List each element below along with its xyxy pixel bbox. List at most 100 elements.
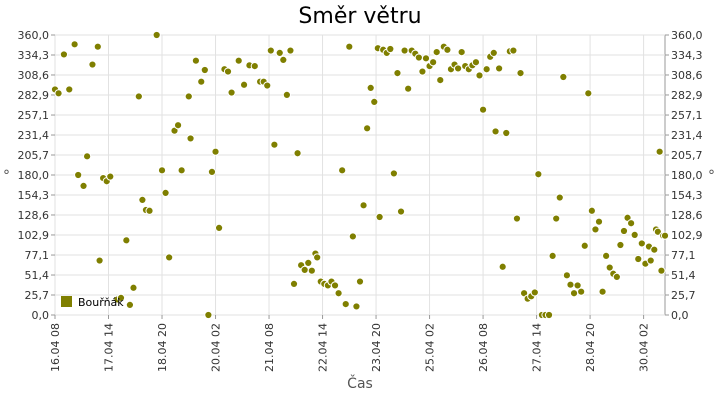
data-point [286, 46, 295, 55]
data-point [300, 265, 309, 274]
data-point [584, 89, 593, 98]
data-point [161, 188, 170, 197]
data-point [129, 283, 138, 292]
legend-label: Bouřňák [78, 296, 124, 309]
data-point [386, 44, 395, 54]
data-point [453, 64, 463, 73]
data-point [471, 58, 481, 67]
data-point [214, 223, 224, 232]
data-point [200, 65, 209, 75]
data-point [88, 60, 97, 69]
data-point [429, 58, 438, 67]
y-tick-label: 360,0 [18, 29, 50, 42]
data-point [330, 281, 340, 290]
data-point [191, 56, 201, 65]
data-point [204, 310, 213, 320]
data-point [116, 293, 126, 302]
data-point [491, 127, 500, 136]
data-point [304, 258, 313, 267]
data-point [106, 172, 115, 181]
data-point [83, 152, 92, 161]
data-point [293, 149, 302, 158]
data-point [186, 134, 195, 143]
data-point [307, 266, 316, 275]
data-point [279, 55, 288, 64]
data-point [660, 231, 670, 240]
y-axis-left: 0,0 25,7 51,4 77,1 102,9 128,6 154,3 180,0 205,7… [18, 29, 55, 322]
x-tick-label: 28.04 20 [584, 323, 597, 372]
data-point [348, 232, 357, 241]
data-point [289, 279, 299, 288]
data-point [345, 42, 354, 51]
data-point [495, 64, 504, 73]
data-point [516, 69, 525, 78]
data-point [366, 83, 375, 92]
y-tick-label: 102,9 [18, 229, 50, 242]
data-point [432, 48, 441, 57]
data-point [54, 89, 63, 98]
x-tick-label: 16.04 08 [49, 323, 62, 372]
data-point [489, 48, 498, 57]
y-tick-label: 360,0 [671, 29, 703, 42]
data-point [566, 280, 575, 289]
data-point [359, 201, 368, 210]
data-point [138, 195, 147, 204]
data-point [482, 65, 491, 74]
data-point [512, 214, 522, 223]
y-tick-label: 205,7 [18, 149, 50, 162]
x-tick-label: 17.04 14 [103, 323, 116, 372]
data-point [436, 76, 445, 85]
data-point [637, 239, 646, 248]
data-point [555, 193, 564, 202]
grid-lines [54, 34, 665, 316]
data-point [559, 72, 568, 82]
data-point [375, 212, 384, 222]
data-point [122, 236, 131, 245]
data-point [530, 288, 539, 297]
data-point [282, 90, 291, 99]
data-point [653, 227, 662, 236]
data-point [478, 105, 488, 114]
data-point [534, 170, 543, 179]
y-tick-label: 77,1 [671, 249, 696, 262]
data-point [313, 253, 322, 262]
x-axis: 16.04 08 17.04 14 18.04 20 20.04 02 21.04 08… [49, 315, 651, 372]
x-tick-label: 23.04 20 [370, 323, 383, 372]
data-point [577, 287, 586, 296]
data-point [334, 289, 343, 298]
y-tick-label: 154,3 [671, 189, 703, 202]
y-tick-label: 282,9 [18, 89, 50, 102]
y-tick-label: 0,0 [671, 309, 689, 322]
x-tick-label: 22.04 14 [317, 323, 330, 372]
data-point [655, 147, 664, 156]
data-point [125, 300, 135, 309]
y-tick-label: 0,0 [32, 309, 50, 322]
data-point [341, 300, 350, 309]
data-point [548, 251, 557, 260]
data-point [352, 302, 361, 311]
y-tick-label: 77,1 [25, 249, 50, 262]
y-tick-label: 180,0 [18, 169, 50, 182]
data-point [363, 124, 372, 133]
data-point [646, 256, 655, 265]
data-point [165, 253, 174, 262]
data-point [605, 263, 614, 272]
data-point [338, 166, 347, 175]
data-point [234, 56, 243, 65]
data-point [266, 46, 275, 55]
data-point [657, 266, 666, 275]
data-point [263, 81, 272, 90]
x-tick-label: 20.04 02 [210, 323, 223, 372]
data-point [396, 207, 406, 216]
data-point [389, 169, 398, 178]
data-point [184, 92, 193, 101]
y-tick-label: 257,1 [671, 109, 703, 122]
data-point [95, 256, 104, 265]
legend-swatch [61, 296, 72, 307]
data-point [421, 54, 431, 63]
data-point [502, 128, 511, 138]
chart-title: Směr větru [298, 4, 422, 29]
data-point [569, 289, 579, 298]
data-point [270, 140, 279, 149]
